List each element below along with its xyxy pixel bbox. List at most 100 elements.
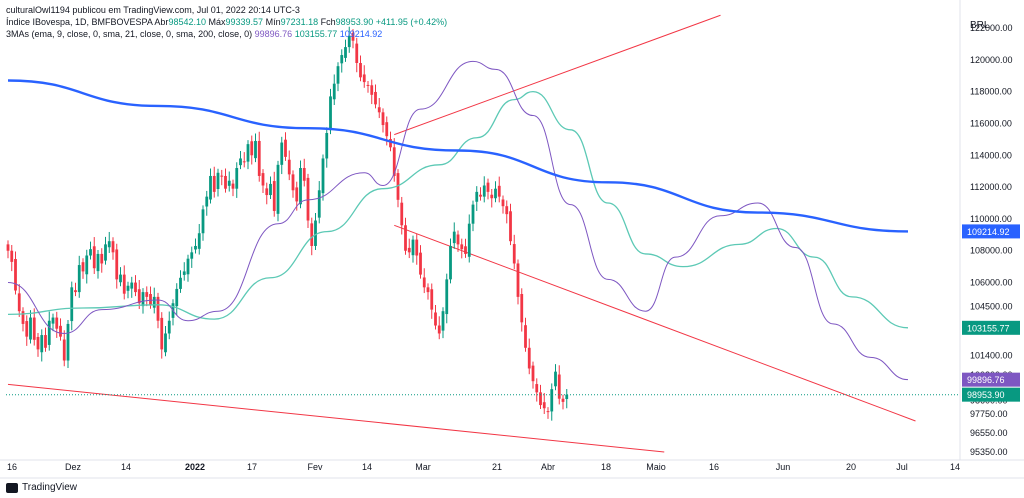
candle-body <box>325 133 329 159</box>
candle-body <box>141 292 145 307</box>
candle-body <box>366 84 370 86</box>
candle-body <box>205 196 209 207</box>
low-value: 97231.18 <box>280 17 319 27</box>
candle-body <box>149 294 152 305</box>
candle-body <box>546 411 550 413</box>
y-tick-label: 114000.00 <box>970 150 1012 160</box>
candle-body <box>104 244 107 261</box>
candle-body <box>505 206 509 215</box>
candle-body <box>122 274 126 294</box>
candle-body <box>265 188 269 196</box>
candle-body <box>74 290 77 293</box>
y-tick-label: 104500.00 <box>970 301 1013 311</box>
candle-body <box>539 392 542 406</box>
candle-body <box>482 185 486 197</box>
candle-body <box>456 234 460 245</box>
chart-legend: culturalOwl1194 publicou em TradingView.… <box>6 4 447 40</box>
trendline-1 <box>394 14 721 136</box>
publisher-line: culturalOwl1194 publicou em TradingView.… <box>6 5 300 15</box>
y-tick-label: 118000.00 <box>970 87 1012 97</box>
change-value: +411.95 (+0.42%) <box>375 17 448 27</box>
candle-body <box>359 63 362 78</box>
candle-body <box>62 339 66 361</box>
candle-body <box>14 259 17 291</box>
y-tick-label: 110000.00 <box>970 214 1012 224</box>
candle-body <box>370 85 374 95</box>
candle-body <box>130 282 134 289</box>
candle-body <box>152 296 156 308</box>
candle-body <box>257 140 261 176</box>
candle-body <box>32 317 36 340</box>
candle-body <box>509 211 512 242</box>
candle-body <box>250 141 254 156</box>
candle-body <box>47 320 51 345</box>
candle-body <box>351 33 355 41</box>
candle-body <box>276 164 280 214</box>
candle-body <box>452 231 456 244</box>
candle-body <box>261 173 265 186</box>
candle-body <box>190 252 194 259</box>
candle-body <box>317 190 321 218</box>
candle-body <box>51 317 55 324</box>
candle-body <box>295 187 299 202</box>
candle-body <box>400 202 404 226</box>
candle-body <box>467 223 471 257</box>
sma200-line <box>7 79 909 233</box>
candle-body <box>6 244 10 251</box>
x-tick-label: 20 <box>846 462 856 472</box>
x-tick-label: 16 <box>7 462 17 472</box>
candle-body <box>329 96 332 131</box>
candle-body <box>479 194 482 197</box>
x-tick-label: 18 <box>601 462 611 472</box>
sma21-line <box>7 90 909 329</box>
candle-body <box>280 142 284 165</box>
candle-body <box>422 277 426 288</box>
candle-body <box>437 325 441 334</box>
candle-body <box>89 249 92 256</box>
candle-body <box>96 253 100 272</box>
y-tick-label: 95350.00 <box>970 447 1008 457</box>
candle-body <box>239 158 242 166</box>
candle-body <box>17 293 21 312</box>
price-tag-last <box>962 387 1020 402</box>
candle-body <box>430 289 434 310</box>
candle-body <box>81 262 85 272</box>
candle-body <box>227 180 231 186</box>
x-tick-label: Dez <box>65 462 82 472</box>
candle-body <box>490 194 494 199</box>
candle-body <box>471 204 475 224</box>
candle-body <box>126 285 130 291</box>
price-tag-ema9 <box>962 372 1020 387</box>
x-tick-label: 14 <box>121 462 131 472</box>
candle-body <box>512 244 516 264</box>
candle-body <box>66 323 70 361</box>
ma-line: 3MAs (ema, 9, close, 0, sma, 21, close, … <box>6 28 447 40</box>
candle-body <box>557 374 561 399</box>
x-tick-label: 21 <box>492 462 502 472</box>
x-tick-label: 2022 <box>185 462 205 472</box>
candle-body <box>565 394 569 400</box>
candle-body <box>355 43 359 64</box>
candle-body <box>392 147 396 176</box>
candle-body <box>501 199 505 207</box>
x-axis-ticks: 16 Dez 14 2022 17 Fev 14 Mar 21 Abr 18 Maio 16 Jun 20 J… <box>7 462 960 472</box>
candle-body <box>220 175 224 177</box>
candle-body <box>10 250 14 262</box>
trendlines <box>7 14 916 453</box>
close-value: 98953.90 <box>335 17 374 27</box>
candle-body <box>314 220 317 246</box>
candle-body <box>235 168 239 189</box>
candle-body <box>415 239 419 256</box>
candle-body <box>347 35 351 48</box>
high-label: Máx <box>208 17 226 27</box>
ma-settings: 3MAs (ema, 9, close, 0, sma, 21, close, … <box>6 29 253 39</box>
candle-body <box>194 245 197 250</box>
candle-body <box>385 122 389 137</box>
candle-body <box>494 188 497 199</box>
candle-body <box>554 371 557 387</box>
candle-body <box>254 140 257 159</box>
candle-body <box>407 247 411 253</box>
open-value: 98542.10 <box>168 17 206 27</box>
candle-body <box>299 168 302 205</box>
